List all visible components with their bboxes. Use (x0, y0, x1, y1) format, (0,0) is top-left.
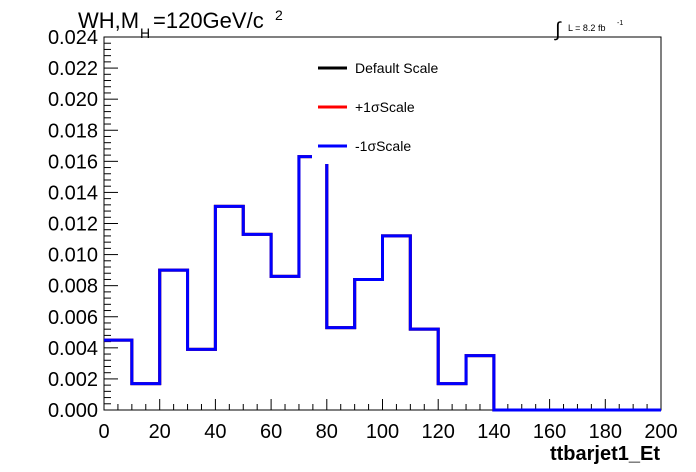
legend: Default Scale +1σScale -1σScale (312, 52, 462, 164)
y-tick-label: 0.008 (48, 276, 98, 298)
y-tick-label: 0.018 (48, 120, 98, 142)
x-tick-label: 20 (149, 421, 171, 443)
x-tick-label: 180 (589, 421, 622, 443)
y-tick-label: 0.024 (48, 27, 98, 49)
title-subscript: H (140, 25, 150, 41)
x-axis-label: ttbarjet1_Et (550, 443, 660, 465)
x-tick-label: 60 (260, 421, 282, 443)
y-tick-label: 0.014 (48, 182, 98, 204)
title-rest: =120GeV/c (153, 8, 264, 33)
y-tick-label: 0.020 (48, 89, 98, 111)
legend-label-1: Default Scale (355, 60, 438, 76)
chart-title: WH,M H =120GeV/c 2 (78, 7, 283, 41)
x-tick-label: 120 (422, 421, 455, 443)
x-axis: 0 20 40 60 80 100 120 140 160 180 200 (98, 399, 678, 443)
y-tick-label: 0.012 (48, 214, 98, 236)
x-tick-label: 0 (98, 421, 109, 443)
x-tick-label: 160 (533, 421, 566, 443)
y-tick-label: 0.016 (48, 151, 98, 173)
y-tick-label: 0.006 (48, 307, 98, 329)
y-tick-label: 0.004 (48, 338, 98, 360)
x-tick-label: 140 (477, 421, 510, 443)
y-tick-label: 0.002 (48, 369, 98, 391)
lumi-integral-sign: ∫ (554, 19, 562, 41)
y-tick-label: 0.022 (48, 58, 98, 80)
y-tick-label: 0.000 (48, 400, 98, 422)
x-tick-label: 80 (316, 421, 338, 443)
legend-label-2: +1σScale (355, 99, 415, 115)
title-superscript: 2 (275, 7, 283, 23)
lumi-annotation: ∫ L = 8.2 fb -1 (554, 19, 623, 41)
lumi-text: L = 8.2 fb (568, 23, 605, 33)
y-tick-label: 0.010 (48, 245, 98, 267)
series-line-3 (104, 155, 661, 412)
x-tick-label: 40 (204, 421, 226, 443)
x-tick-label: 200 (644, 421, 677, 443)
x-tick-label: 100 (366, 421, 399, 443)
title-main: WH,M (78, 8, 139, 33)
series-layer (104, 155, 661, 412)
y-axis: 0.000 0.002 0.004 0.006 0.008 0.010 0.012 0.014… (48, 27, 118, 422)
lumi-superscript: -1 (617, 20, 623, 27)
legend-label-3: -1σScale (355, 138, 411, 154)
